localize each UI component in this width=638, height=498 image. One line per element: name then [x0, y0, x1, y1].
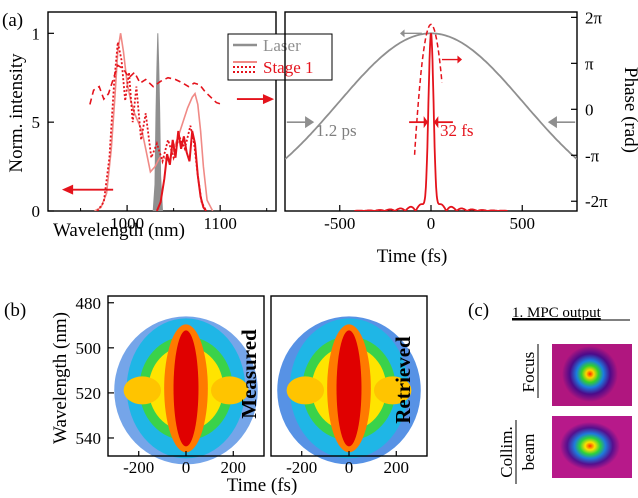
beam-row-label-collim: Collim.: [497, 426, 516, 477]
panel-b-ytick-label: 500: [76, 339, 102, 358]
beam-row-sublabel-collim: beam: [519, 434, 538, 471]
beam-profile-collim: Collim. beam: [497, 416, 632, 484]
map-region-red: [173, 330, 199, 447]
arrowhead-left-red: [423, 116, 429, 129]
temporal-ytick-label: π: [585, 54, 594, 73]
map-wing-right: [373, 376, 412, 405]
spectrum-ytick-label: 1: [32, 24, 41, 43]
series-stage1-pulse: [354, 33, 508, 211]
map-wing-right: [210, 376, 249, 405]
annotation-duration-short: 32 fs: [440, 121, 474, 140]
temporal-ytick-label: 2π: [585, 8, 603, 27]
axis-arrowhead-red: [457, 55, 463, 64]
map-region-red: [336, 330, 362, 447]
panel-b-ylabel: Wavelength (nm): [50, 312, 71, 444]
temporal-ytick-label: 0: [585, 100, 594, 119]
map-wing-left: [123, 376, 162, 405]
panel-b-ytick-label: 480: [76, 294, 102, 313]
spectrum-ylabel: Norm. intensity: [6, 53, 27, 173]
axis-arrowhead-gray: [399, 29, 405, 38]
beam-row-label-focus: Focus: [519, 352, 538, 393]
temporal-ytick-label: -2π: [585, 192, 608, 211]
frog-map-retrieved-label: Retrieved: [391, 336, 415, 424]
spectrum-ytick-label: 5: [32, 113, 41, 132]
spectrum-ytick-label: 0: [32, 202, 41, 221]
panel-b-axes: 480 500 520 540 -200 0 200 -200 0 200: [76, 294, 410, 477]
spectrum-xtick-label: 1100: [203, 214, 236, 233]
legend: Laser Stage 1: [227, 33, 333, 81]
panel-b-xtick-label: 200: [221, 458, 247, 477]
series-laser: [152, 33, 164, 211]
series-stage1-light: [94, 33, 214, 211]
spectrum-arrowhead-right: [262, 94, 275, 105]
arrowhead-right-red: [433, 116, 439, 129]
spectrum-plot-area: [61, 33, 223, 211]
series-stage1-phase: [413, 23, 443, 155]
panel-b-xtick-label: 0: [345, 458, 354, 477]
spectrum-xtick-label: 1000: [110, 214, 144, 233]
frog-map-retrieved: Retrieved: [270, 295, 428, 465]
legend-label-laser: Laser: [263, 36, 301, 55]
annotation-duration-long: 1.2 ps: [316, 121, 357, 140]
panel-label-c: (c): [468, 300, 489, 321]
arrowhead-left-gray: [305, 116, 315, 129]
map-wing-left: [286, 376, 325, 405]
arrowhead-right-gray: [547, 116, 557, 129]
temporal-xtick-label: -500: [324, 214, 355, 233]
spectrum-axes: 1000 1100 0 5 1: [32, 24, 275, 233]
panel-b-xtick-label: 0: [182, 458, 191, 477]
frog-map-measured: Measured: [107, 295, 265, 465]
beam-profile-focus: Focus: [519, 344, 632, 406]
temporal-plot-area: [285, 23, 577, 211]
panel-label-a: (a): [2, 10, 23, 31]
panel-b-xlabel: Time (fs): [227, 475, 298, 496]
spectrum-arrowhead-left: [61, 184, 74, 195]
temporal-ylabel: Phase (rad): [620, 67, 638, 153]
temporal-xlabel: Time (fs): [377, 246, 448, 267]
legend-box: [227, 33, 333, 81]
panel-b-ytick-label: 520: [76, 384, 102, 403]
panel-b-xtick-label: 200: [384, 458, 410, 477]
panel-label-b: (b): [4, 300, 26, 321]
temporal-xtick-label: 500: [510, 214, 536, 233]
panel-b-xtick-label: -200: [286, 458, 317, 477]
series-stage1-dark: [155, 130, 207, 211]
temporal-xtick-label: 0: [427, 214, 436, 233]
beam-spot-collim: [560, 422, 620, 470]
beam-spot-focus: [562, 346, 618, 402]
temporal-axes: -500 0 500 2π π 0 -π -2π: [324, 8, 608, 233]
panel-b-ytick-label: 540: [76, 429, 102, 448]
temporal-ytick-label: -π: [585, 146, 600, 165]
spectrum-xlabel: Wavelength (nm): [53, 220, 185, 241]
series-stage1-dotted: [96, 42, 207, 211]
frog-map-measured-label: Measured: [237, 329, 261, 419]
panel-c-title: 1. MPC output: [512, 305, 602, 321]
series-phase-dashed: [89, 64, 223, 106]
panel-b-xtick-label: -200: [123, 458, 154, 477]
legend-label-stage1: Stage 1: [263, 58, 314, 77]
